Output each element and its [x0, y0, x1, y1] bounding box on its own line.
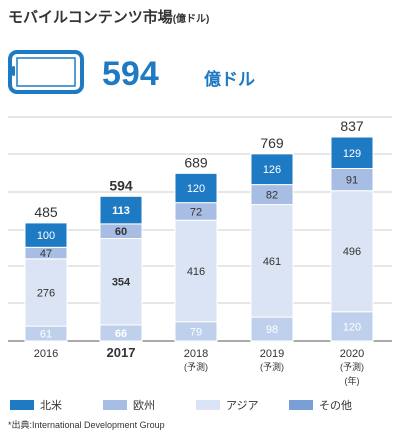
legend-label: アジア — [226, 400, 259, 412]
bar-segment — [99, 195, 143, 225]
data-label: 120 — [187, 183, 205, 195]
data-label: 47 — [40, 248, 52, 260]
legend: 北米 欧州 アジア その他 — [10, 399, 352, 412]
bar-segment — [99, 238, 143, 326]
x-tick-label: 2020 — [340, 348, 364, 360]
data-label: 120 — [343, 321, 361, 333]
total-label: 485 — [34, 204, 58, 220]
legend-swatch — [103, 400, 127, 410]
data-label: 60 — [115, 226, 127, 238]
data-label: 113 — [112, 205, 130, 217]
legend-label: その他 — [319, 399, 352, 412]
bar-segment — [250, 204, 294, 318]
x-tick-sublabel: (予測) — [184, 361, 208, 372]
data-label: 461 — [263, 256, 281, 268]
x-tick-sublabel: (予測) — [260, 361, 284, 372]
legend-swatch — [196, 400, 220, 410]
x-tick-label: 2019 — [260, 348, 284, 360]
chart-title-main: モバイルコンテンツ市場 — [8, 8, 173, 26]
bar-segment — [174, 172, 218, 204]
bar-segment — [330, 136, 374, 169]
chart-title-unit: (億ドル) — [173, 12, 210, 25]
chart-header: モバイルコンテンツ市場(億ドル) 594 億ドル — [8, 8, 255, 94]
bar-segment — [330, 190, 374, 313]
highlight-unit: 億ドル — [204, 69, 255, 89]
x-tick-label: 2017 — [107, 345, 136, 360]
bar-segment — [24, 222, 68, 248]
data-label: 72 — [190, 206, 202, 218]
bars — [24, 136, 374, 342]
bar-segment — [330, 311, 374, 342]
data-label: 61 — [40, 329, 52, 341]
bar-segment — [174, 219, 218, 323]
x-tick-sublabel: (予測) — [340, 361, 364, 372]
data-label: 79 — [190, 326, 202, 338]
chart-grid — [8, 116, 392, 342]
labels: 61 276 47 100 485 2016 66 354 60 113 594 2017 79 416 7… — [34, 118, 364, 386]
total-label: 769 — [260, 135, 284, 151]
data-label: 91 — [346, 175, 358, 187]
chart-title: モバイルコンテンツ市場(億ドル) — [8, 8, 209, 26]
total-label: 689 — [184, 154, 208, 170]
smartphone-icon — [8, 50, 84, 94]
bar-segment — [24, 258, 68, 327]
data-label: 82 — [266, 190, 278, 202]
bar-segment — [250, 153, 294, 186]
legend-label: 欧州 — [133, 399, 155, 412]
data-label: 416 — [187, 266, 205, 278]
x-tick-label: 2018 — [184, 348, 208, 360]
legend-swatch — [10, 400, 34, 410]
legend-label: 北米 — [40, 399, 62, 412]
data-label: 66 — [115, 328, 127, 340]
data-label: 126 — [263, 164, 281, 176]
total-label: 837 — [340, 118, 364, 134]
total-label: 594 — [109, 177, 133, 193]
data-label: 129 — [343, 148, 361, 160]
legend-swatch — [289, 400, 313, 410]
data-label: 98 — [266, 324, 278, 336]
data-label: 496 — [343, 246, 361, 258]
data-label: 354 — [112, 277, 131, 289]
x-axis-unit-note: (年) — [345, 375, 360, 386]
source-note: *出典:International Development Group — [8, 419, 165, 430]
data-label: 100 — [37, 230, 55, 242]
highlight-value: 594 — [102, 55, 159, 93]
data-label: 276 — [37, 287, 55, 299]
x-tick-label: 2016 — [34, 348, 58, 360]
